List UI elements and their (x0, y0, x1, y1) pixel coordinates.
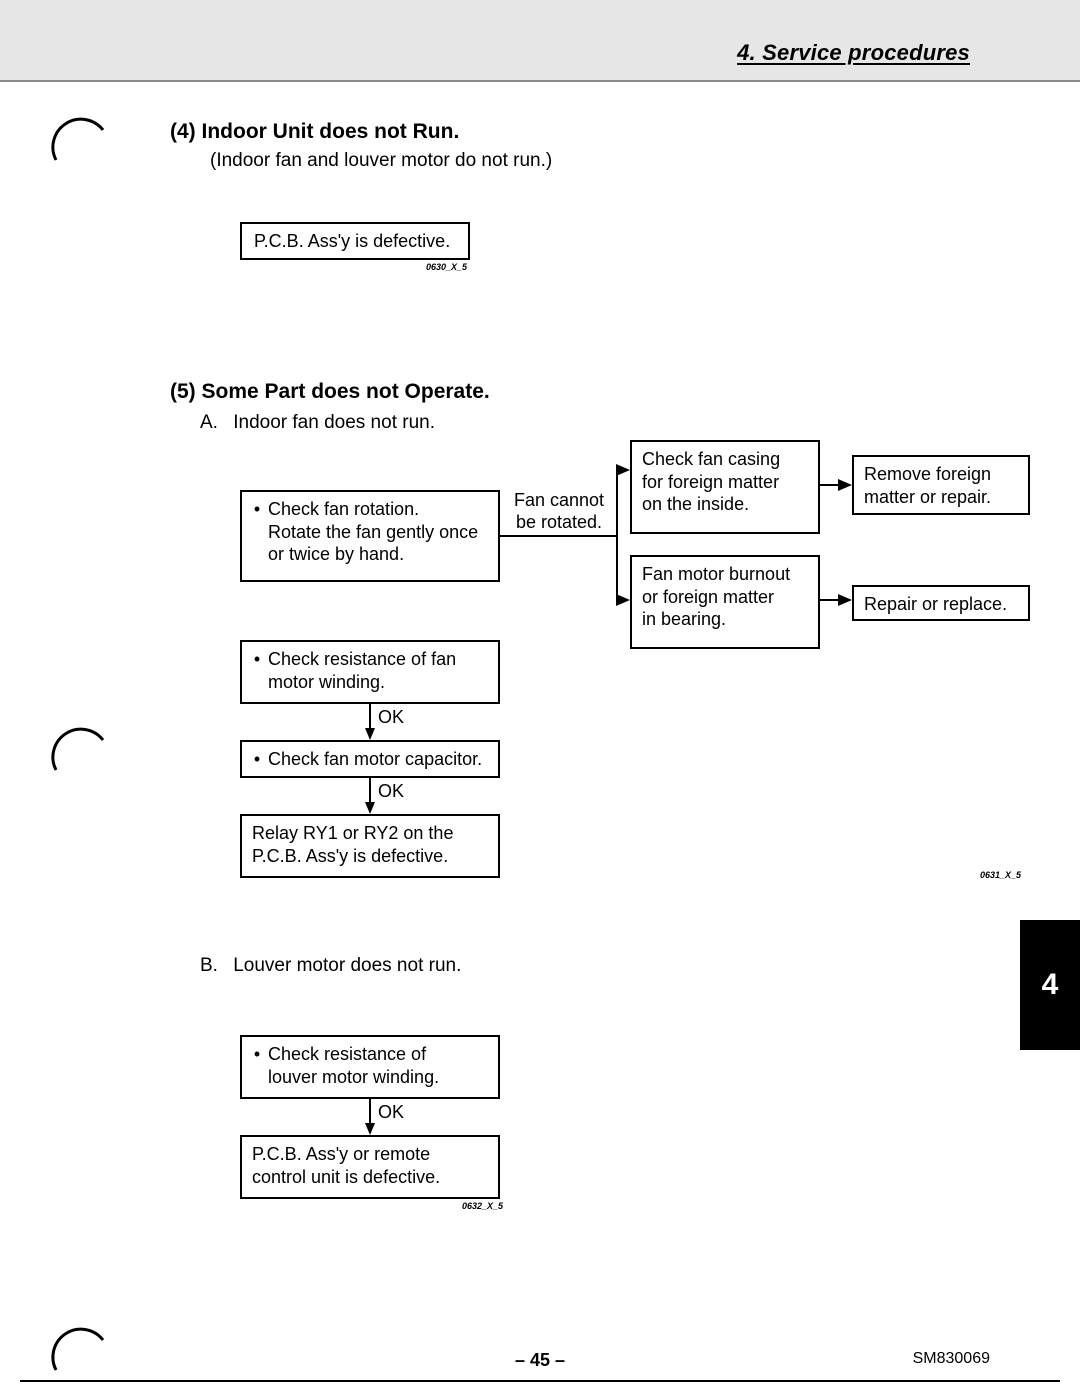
flow-lines-b (0, 0, 1080, 1300)
doc-id: SM830069 (913, 1350, 990, 1368)
bottom-rule (20, 1380, 1060, 1382)
chapter-tab: 4 (1020, 920, 1080, 1050)
chapter-tab-number: 4 (1042, 968, 1059, 1002)
